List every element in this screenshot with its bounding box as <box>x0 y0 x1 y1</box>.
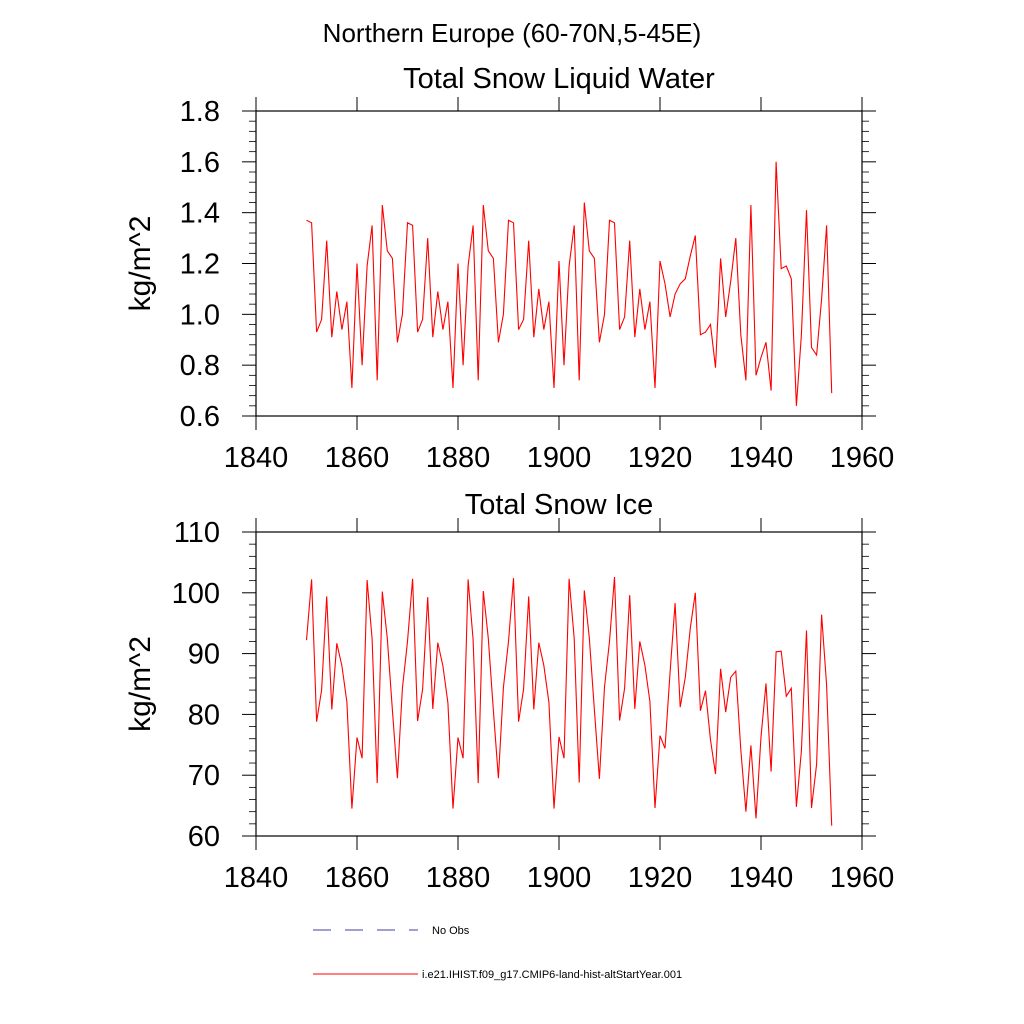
y-tick-label: 1.8 <box>180 96 220 128</box>
y-axis-label: kg/m^2 <box>124 636 157 732</box>
x-tick-label: 1960 <box>830 442 895 474</box>
x-tick-label: 1900 <box>527 862 592 894</box>
x-tick-label: 1860 <box>325 442 390 474</box>
y-axis-label: kg/m^2 <box>124 216 157 312</box>
chart-title: Total Snow Ice <box>465 489 654 521</box>
legend: No Obs i.e21.IHIST.f09_g17.CMIP6-land-hi… <box>313 925 682 981</box>
chart-panel-snow-liquid-water: Total Snow Liquid Water kg/m^2 1840 1860 188… <box>124 63 894 474</box>
legend-label-no-obs: No Obs <box>432 925 470 937</box>
x-tick-label: 1920 <box>628 862 693 894</box>
series-line <box>306 161 833 406</box>
y-tick-label: 60 <box>188 821 220 853</box>
x-tick-label: 1880 <box>426 442 491 474</box>
y-tick-label: 0.6 <box>180 401 220 433</box>
plot-frame <box>255 531 863 837</box>
x-tick-label: 1900 <box>527 442 592 474</box>
y-tick-label: 80 <box>188 699 220 731</box>
x-tick-label: 1920 <box>628 442 693 474</box>
x-tick-label: 1860 <box>325 862 390 894</box>
y-tick-label: 1.0 <box>180 299 220 331</box>
y-tick-label: 90 <box>188 639 220 671</box>
legend-label-model: i.e21.IHIST.f09_g17.CMIP6-land-hist-altS… <box>422 969 682 981</box>
x-tick-label: 1840 <box>224 862 289 894</box>
y-tick-label: 1.2 <box>180 249 220 281</box>
series-line <box>305 576 833 826</box>
y-tick-label: 110 <box>174 517 220 549</box>
x-tick-label: 1840 <box>224 442 289 474</box>
page-title: Northern Europe (60-70N,5-45E) <box>323 18 702 48</box>
x-tick-label: 1940 <box>729 862 794 894</box>
x-tick-label: 1960 <box>830 862 895 894</box>
y-tick-label: 1.6 <box>180 147 220 179</box>
y-tick-label: 100 <box>172 578 220 610</box>
y-tick-label: 0.8 <box>180 350 220 382</box>
y-tick-label: 1.4 <box>180 198 220 230</box>
chart-panel-snow-ice: Total Snow Ice kg/m^2 1840 1860 1880 1900 1920… <box>124 489 894 894</box>
x-tick-label: 1880 <box>426 862 491 894</box>
y-tick-label: 70 <box>188 760 220 792</box>
chart-title: Total Snow Liquid Water <box>403 63 715 95</box>
x-tick-label: 1940 <box>729 442 794 474</box>
